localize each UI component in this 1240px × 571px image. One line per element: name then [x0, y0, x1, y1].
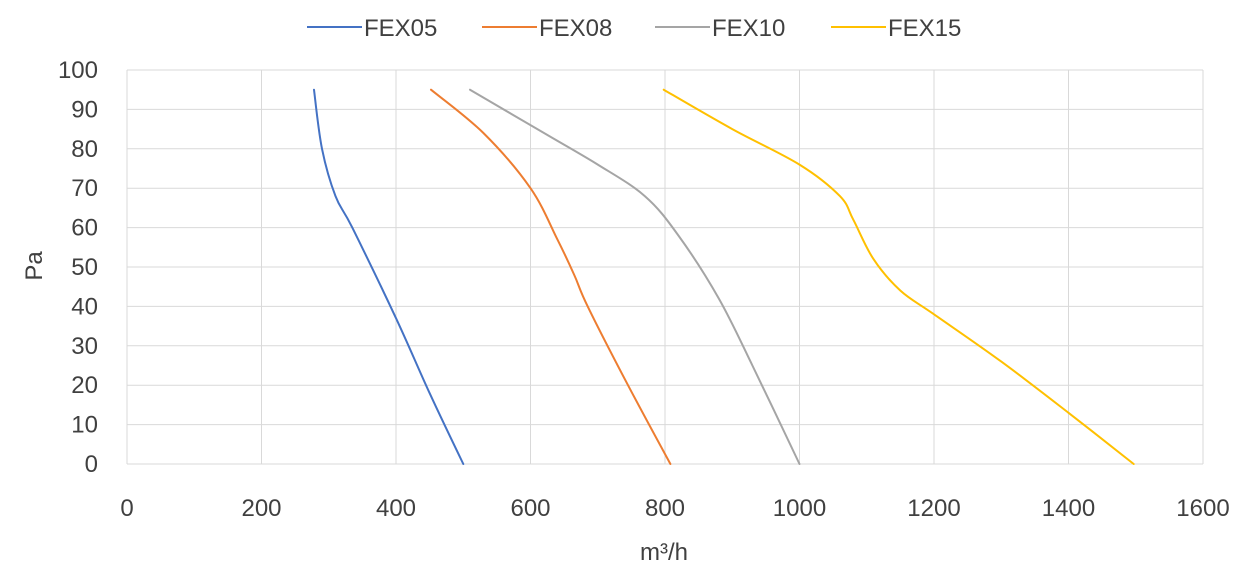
y-tick-label: 10 — [71, 412, 98, 439]
x-tick-label: 800 — [645, 495, 685, 522]
y-tick-label: 70 — [71, 175, 98, 202]
y-tick-label: 40 — [71, 293, 98, 320]
x-tick-label: 1200 — [907, 495, 960, 522]
x-tick-label: 0 — [120, 495, 133, 522]
y-axis-title: Pa — [21, 251, 48, 281]
y-tick-label: 100 — [58, 57, 98, 84]
x-tick-label: 1000 — [773, 495, 826, 522]
series-line-fex08 — [430, 88, 672, 465]
series-line-fex05 — [313, 88, 465, 465]
x-tick-label: 1400 — [1042, 495, 1095, 522]
x-tick-label: 1600 — [1176, 495, 1229, 522]
x-tick-labels: 0 200 400 600 800 1000 1200 1400 1600 — [120, 495, 1229, 522]
legend-label-fex05: FEX05 — [364, 15, 437, 42]
y-tick-label: 80 — [71, 136, 98, 163]
x-axis-title: m³/h — [640, 539, 688, 566]
x-tick-label: 400 — [376, 495, 416, 522]
series-line-fex15 — [662, 88, 1135, 465]
series-line-fex10 — [469, 88, 801, 465]
y-tick-label: 60 — [71, 215, 98, 242]
legend-label-fex10: FEX10 — [712, 15, 785, 42]
y-tick-labels: 0 10 20 30 40 50 60 70 80 90 100 — [58, 57, 98, 478]
x-tick-label: 600 — [510, 495, 550, 522]
legend: FEX05 FEX08 FEX10 FEX15 — [307, 15, 961, 42]
legend-label-fex08: FEX08 — [539, 15, 612, 42]
series-group — [313, 88, 1135, 465]
x-tick-label: 200 — [241, 495, 281, 522]
y-tick-label: 0 — [85, 451, 98, 478]
y-tick-label: 90 — [71, 96, 98, 123]
y-tick-label: 50 — [71, 254, 98, 281]
y-tick-label: 30 — [71, 333, 98, 360]
grid-lines — [126, 69, 1204, 465]
y-tick-label: 20 — [71, 372, 98, 399]
legend-label-fex15: FEX15 — [888, 15, 961, 42]
